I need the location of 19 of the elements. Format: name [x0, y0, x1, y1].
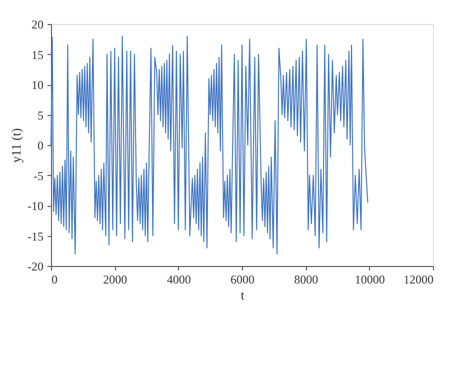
y-axis-title: y11 (t) — [8, 128, 24, 163]
y-tick-label: 15 — [32, 48, 44, 62]
y-tick-label: 5 — [38, 108, 44, 122]
y-tick-label: 10 — [32, 78, 44, 92]
x-tick-label: 2000 — [103, 272, 128, 286]
x-tick-label: 8000 — [294, 272, 318, 286]
x-tick-label: 6000 — [230, 272, 254, 286]
x-tick-label: 4000 — [166, 272, 191, 286]
x-tick-label: 10000 — [354, 272, 385, 286]
y-tick-label: 20 — [32, 18, 44, 32]
y-tick-label: -10 — [28, 199, 44, 213]
x-tick-label: 0 — [52, 272, 58, 286]
x-tick-label: 12000 — [404, 272, 434, 286]
y-tick-label: -5 — [34, 168, 44, 183]
line-series — [50, 36, 368, 254]
x-axis-title: t — [240, 288, 245, 302]
y-tick-label: -15 — [28, 229, 44, 244]
y-tick-label: 0 — [38, 138, 44, 152]
y-tick-label: -20 — [28, 260, 44, 274]
